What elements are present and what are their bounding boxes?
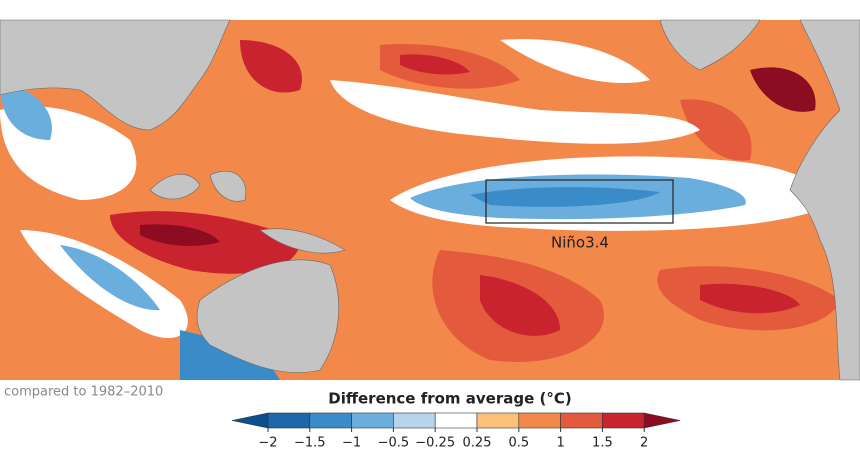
land: [259, 228, 346, 254]
colorbar-tick-label: 1: [556, 436, 564, 451]
warm-area: [140, 224, 220, 246]
colorbar-tick-label: 1.5: [592, 436, 613, 451]
warm-area: [750, 67, 816, 112]
land: [149, 174, 201, 200]
colorbar-segment: [393, 412, 436, 429]
colorbar-segment: [351, 412, 394, 429]
colorbar-segment: [309, 412, 352, 429]
nino34-box: [485, 179, 674, 224]
warm-area: [680, 99, 752, 161]
neutral-area: [330, 80, 700, 144]
warm-area: [700, 283, 800, 314]
colorbar-end: [643, 412, 681, 429]
neutral-area: [500, 39, 650, 84]
warm-area: [400, 54, 470, 75]
land: [789, 19, 860, 381]
colorbar-segment: [602, 412, 645, 429]
cool-area: [60, 245, 160, 311]
colorbar-segment: [267, 412, 311, 429]
land: [659, 19, 761, 71]
colorbar-segment: [560, 412, 603, 429]
colorbar-segment: [476, 412, 520, 429]
colorbar-tick-label: −0.25: [415, 436, 455, 451]
cool-area: [180, 330, 280, 380]
colorbar-tick-label: −1: [342, 436, 361, 451]
colorbar-tick-label: 2: [640, 436, 648, 451]
colorbar-tick-label: −1.5: [294, 436, 326, 451]
colorbar-end: [231, 412, 269, 429]
warm-area: [240, 40, 302, 93]
colorbar-segment: [518, 412, 561, 429]
colorbar: −2 −1.5 −1 −0.5 −0.25 0.25 0.5 1 1.5 2: [231, 412, 681, 451]
legend-title: Difference from average (°C): [328, 390, 571, 408]
colorbar-tick-label: 0.25: [463, 436, 492, 451]
region-label: Niño3.4: [551, 234, 609, 252]
land: [0, 19, 231, 131]
baseline-note: compared to 1982–2010: [4, 385, 163, 400]
sst-map: Niño3.4: [0, 19, 860, 381]
land: [196, 259, 339, 373]
cool-area: [0, 85, 52, 140]
cool-area: [470, 187, 660, 207]
colorbar-tick-label: 0.5: [508, 436, 529, 451]
land: [209, 170, 247, 202]
colorbar-segment: [434, 412, 478, 429]
warm-area: [480, 275, 560, 336]
colorbar-tick-label: −2: [258, 436, 277, 451]
colorbar-tick-label: −0.5: [378, 436, 410, 451]
